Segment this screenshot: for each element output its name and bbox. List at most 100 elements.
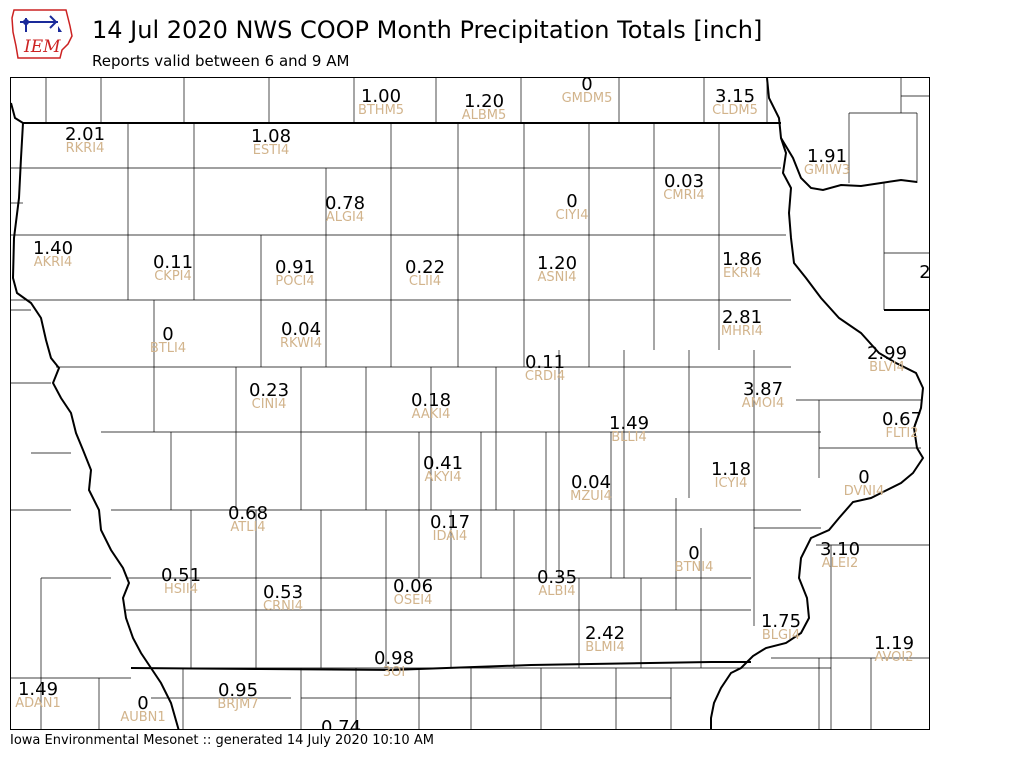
station-id: BTHM5	[357, 103, 405, 118]
station-marker: 0.04 RKWI4	[280, 320, 322, 351]
station-value: 2.42	[584, 623, 626, 644]
station-id: BRJM7	[217, 697, 259, 712]
station-marker: 2.01 RKRI4	[65, 125, 105, 156]
iem-logo: IEM	[10, 6, 76, 62]
station-value: 0.74	[320, 717, 362, 730]
station-id: ICYI4	[714, 476, 748, 491]
station-id: AUBN1	[120, 710, 166, 725]
station-marker: 2.99 BLVI4	[867, 344, 907, 375]
station-id: DVNI4	[843, 484, 885, 499]
station-value: 1.91	[806, 146, 848, 167]
station-id: ASNI4	[537, 270, 577, 285]
station-marker: 0 AUBN1	[120, 694, 165, 725]
station-value: 0.78	[324, 193, 366, 214]
station-id: EKRI4	[723, 266, 761, 281]
station-id: ALBI4	[538, 584, 576, 599]
station-id: 3OI	[382, 665, 406, 680]
station-marker: 1.49 BLLI4	[609, 414, 649, 445]
station-marker: 0.95 BRJM7	[217, 681, 258, 712]
station-marker: 1.08 ESTI4	[251, 127, 291, 158]
station-marker: 0.11 CKPI4	[153, 253, 193, 284]
state-boundaries	[11, 78, 929, 729]
station-id: AKRI4	[33, 255, 73, 270]
station-marker: 1.75 BLGI4	[761, 612, 801, 643]
station-marker: 0.11 CRDI4	[525, 353, 565, 384]
station-id: CINI4	[251, 397, 287, 412]
county-lines	[11, 78, 929, 729]
station-marker: 1.00 BTHM5	[358, 87, 404, 118]
station-value: 0.03	[663, 171, 705, 192]
station-id: ADAN1	[15, 696, 61, 711]
station-value: 0	[688, 543, 700, 564]
station-id: BLGI4	[761, 628, 801, 643]
station-value: 0.35	[536, 567, 578, 588]
station-id: CLII4	[408, 274, 442, 289]
station-id: AAKI4	[411, 407, 451, 422]
station-value: 0.17	[429, 512, 471, 533]
station-id: RKRI4	[65, 141, 105, 156]
footer-credit: Iowa Environmental Mesonet :: generated …	[10, 733, 434, 748]
station-marker: 0 BTLI4	[150, 325, 186, 356]
station-value: 0.41	[422, 453, 464, 474]
station-marker: 1.91 GMIW3	[804, 147, 850, 178]
station-marker: 0.91 POCI4	[275, 258, 315, 289]
station-marker: 1.18 ICYI4	[711, 460, 751, 491]
station-marker: 0.03 CMRI4	[663, 172, 704, 203]
station-marker: 0.04 MZUI4	[570, 473, 612, 504]
station-id: CLDM5	[712, 103, 758, 118]
station-id: CKPI4	[154, 269, 192, 284]
station-id: POCI4	[275, 274, 315, 289]
station-value: 1.20	[463, 91, 505, 112]
station-id: BTLI4	[149, 341, 187, 356]
station-value: 0.04	[570, 472, 612, 493]
station-marker: 2.42 BLMI4	[585, 624, 625, 655]
page-subtitle: Reports valid between 6 and 9 AM	[92, 52, 350, 70]
station-id: GMIW3	[803, 163, 851, 178]
station-id: CMRI4	[663, 188, 705, 203]
station-value: 0.11	[524, 352, 566, 373]
station-value: 2	[919, 262, 930, 283]
station-value: 0.51	[160, 565, 202, 586]
station-value: 3.87	[742, 379, 784, 400]
station-value: 0.11	[152, 252, 194, 273]
station-marker: 2	[919, 262, 930, 283]
station-id: AMOI4	[741, 396, 785, 411]
station-id: AKYI4	[424, 470, 462, 485]
station-id: OSEI4	[393, 593, 433, 608]
station-value: 1.18	[710, 459, 752, 480]
station-marker: 0.51 HSII4	[161, 566, 201, 597]
station-id: GMDM5	[561, 91, 613, 106]
station-marker: 0.35 ALBI4	[537, 568, 577, 599]
station-marker: 0.06 OSEI4	[393, 577, 433, 608]
station-id: IDAI4	[432, 529, 468, 544]
station-marker: 0.74ALBM7	[319, 718, 364, 730]
station-id: BLVI4	[869, 360, 905, 375]
station-value: 0.67	[881, 409, 923, 430]
station-id: BLLI4	[611, 430, 647, 445]
station-marker: 0 DVNI4	[844, 468, 885, 499]
station-marker: 0 GMDM5	[561, 78, 613, 106]
station-id: HSII4	[164, 582, 198, 597]
station-value: 0.68	[227, 503, 269, 524]
station-marker: 3.87 AMOI4	[742, 380, 784, 411]
station-marker: 0.78 ALGI4	[325, 194, 365, 225]
station-id: BLMI4	[585, 640, 625, 655]
station-id: ALEI2	[821, 556, 859, 571]
station-value: 2.99	[866, 343, 908, 364]
station-value: 3.15	[714, 86, 756, 107]
station-marker: 1.86 EKRI4	[722, 250, 762, 281]
station-id: FLTI2	[885, 426, 919, 441]
station-value: 0.04	[280, 319, 322, 340]
station-marker: 1.40 AKRI4	[33, 239, 73, 270]
station-marker: 3.15 CLDM5	[712, 87, 758, 118]
station-value: 1.08	[250, 126, 292, 147]
station-marker: 1.19 AVOI2	[874, 634, 914, 665]
station-value: 0.91	[274, 257, 316, 278]
station-marker: 0.18 AAKI4	[411, 391, 451, 422]
station-marker: 1.20 ALBM5	[462, 92, 507, 123]
station-id: ESTI4	[252, 143, 290, 158]
station-value: 0	[566, 191, 578, 212]
station-value: 2.81	[721, 307, 763, 328]
station-id: RKWI4	[279, 336, 323, 351]
station-marker: 3.10 ALEI2	[820, 540, 860, 571]
